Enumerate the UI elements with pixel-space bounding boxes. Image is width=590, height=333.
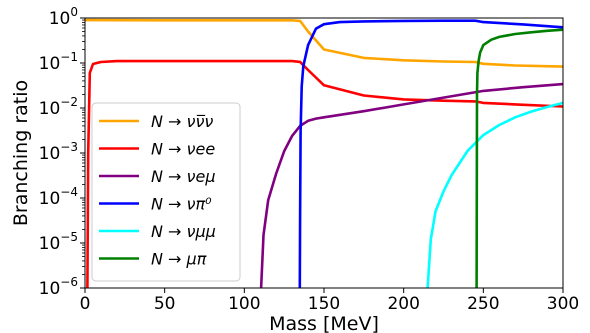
y-axis: 10−6 10−5 10−4 10−3 10−2 10−1 100 [39, 5, 85, 299]
series-line-4 [426, 101, 563, 288]
series-line-2 [259, 82, 563, 288]
x-tick-label: 200 [387, 294, 419, 314]
series-line-0 [85, 18, 563, 68]
legend-label-3: N → νπ⁰ [151, 195, 212, 214]
legend-label-0: N → νν̅ν [151, 112, 213, 131]
x-axis-label: Mass [MeV] [269, 313, 379, 333]
y-tick-label: 10−4 [39, 185, 78, 209]
x-tick-label: 150 [308, 294, 340, 314]
legend-label-1: N → νee [151, 140, 215, 159]
x-tick-label: 50 [154, 294, 176, 314]
y-tick-label: 10−1 [39, 50, 78, 74]
series-layer [85, 18, 563, 288]
y-tick-label: 100 [49, 5, 78, 29]
y-tick-label: 10−2 [39, 95, 78, 119]
legend-label-5: N → μπ [151, 250, 207, 269]
y-tick-label: 10−6 [39, 275, 78, 299]
y-axis-label: Branching ratio [10, 80, 32, 226]
series-line-3 [298, 19, 563, 288]
series-line-1 [86, 59, 563, 288]
x-axis: 0 50 100 150 200 250 300 [80, 288, 579, 314]
legend: N → νν̅ν N → νee N → νeμ N → νπ⁰ N → νμμ N → … [91, 102, 241, 282]
x-tick-label: 250 [467, 294, 499, 314]
legend-label-4: N → νμμ [151, 222, 216, 241]
y-tick-label: 10−5 [39, 230, 78, 254]
x-tick-label: 0 [80, 294, 91, 314]
y-tick-label: 10−3 [39, 140, 78, 164]
legend-label-2: N → νeμ [151, 167, 216, 186]
x-tick-label: 300 [547, 294, 579, 314]
x-tick-label: 100 [228, 294, 260, 314]
series-line-5 [475, 28, 563, 288]
